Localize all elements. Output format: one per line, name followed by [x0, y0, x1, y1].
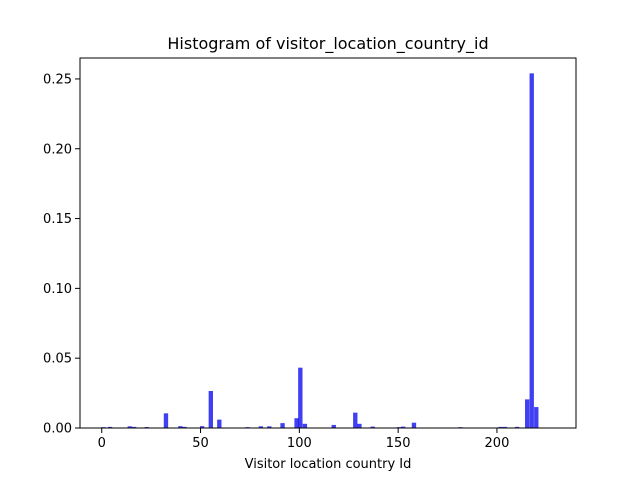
histogram-bar [525, 399, 530, 428]
histogram-bar [258, 426, 263, 428]
histogram-bars [101, 73, 539, 429]
histogram-bar [267, 426, 272, 428]
histogram-bar [357, 423, 362, 428]
plot-area-frame [79, 57, 577, 429]
y-axis-ticks: 0.00 0.05 0.10 0.15 0.20 0.25 [43, 72, 80, 437]
x-tick-label: 200 [485, 436, 510, 451]
histogram-bar [370, 426, 375, 428]
y-tick-label: 0.25 [43, 72, 72, 87]
histogram-bar [182, 426, 187, 428]
histogram-bar [294, 418, 299, 428]
y-tick-label: 0.05 [43, 352, 72, 367]
histogram-bar [131, 426, 137, 428]
histogram-bar [502, 426, 508, 428]
histogram-bar [199, 426, 205, 428]
histogram-bar [353, 412, 358, 428]
histogram-bar [178, 426, 183, 428]
y-tick-label: 0.00 [43, 422, 72, 437]
y-tick-label: 0.15 [43, 212, 72, 227]
histogram-bar [514, 426, 520, 428]
histogram-bar [302, 423, 308, 428]
x-axis-ticks: 0 50 100 150 200 [98, 428, 510, 451]
x-tick-label: 150 [386, 436, 411, 451]
histogram-bar [127, 426, 132, 428]
histogram-bar [331, 424, 336, 428]
histogram-bar [107, 426, 113, 428]
histogram-bar [298, 367, 303, 428]
histogram-bar [217, 419, 222, 428]
y-tick-label: 0.20 [43, 142, 72, 157]
histogram-bar [163, 413, 169, 428]
histogram-bar [498, 426, 503, 428]
histogram-bar [411, 422, 417, 428]
histogram-bar [534, 407, 539, 428]
histogram-bar [529, 73, 534, 429]
x-tick-label: 50 [192, 436, 209, 451]
x-tick-label: 0 [98, 436, 106, 451]
histogram-bar [280, 423, 285, 428]
histogram-bar [400, 426, 406, 428]
histogram-bar [208, 391, 213, 428]
x-axis-label: Visitor location country Id [245, 457, 412, 472]
chart-title: Histogram of visitor_location_country_id [167, 34, 488, 54]
x-tick-label: 100 [287, 436, 312, 451]
y-tick-label: 0.10 [43, 282, 72, 297]
